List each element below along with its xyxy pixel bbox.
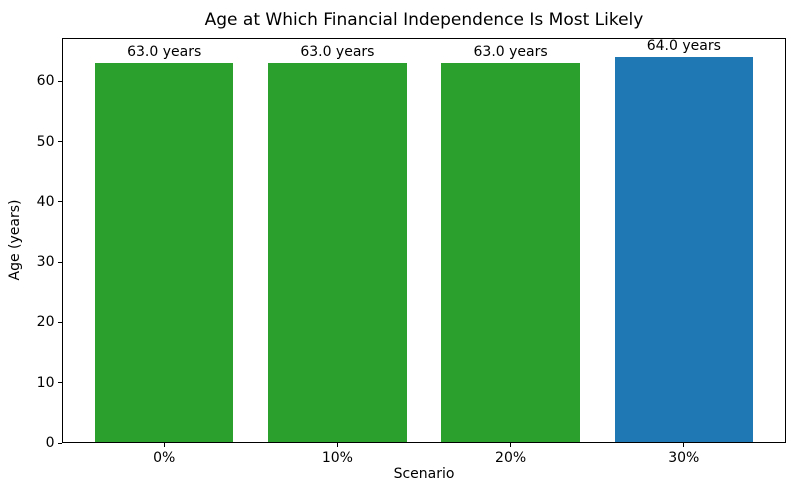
y-tick-mark [58, 201, 62, 203]
x-tick-label: 10% [321, 450, 353, 466]
x-tick-mark [683, 443, 685, 447]
chart-title: Age at Which Financial Independence Is M… [204, 10, 644, 30]
y-tick-mark [58, 442, 62, 444]
y-tick-mark [58, 261, 62, 263]
bar-value-label: 63.0 years [473, 44, 548, 61]
x-tick-label: 0% [153, 450, 176, 466]
y-tick-label: 30 [36, 254, 55, 271]
y-tick-mark [58, 80, 62, 82]
y-tick-label: 60 [36, 73, 55, 90]
bar-0% [94, 63, 234, 442]
x-axis-label: Scenario [393, 466, 455, 482]
bar-20% [441, 63, 580, 442]
bar-value-label: 63.0 years [300, 44, 375, 61]
bar-value-label: 64.0 years [646, 38, 721, 55]
bar-30% [614, 57, 754, 442]
y-tick-mark [58, 321, 62, 323]
x-tick-mark [163, 443, 165, 447]
bar-10% [268, 63, 407, 442]
y-axis-label: Age (years) [7, 199, 23, 281]
x-tick-mark [510, 443, 512, 447]
y-tick-label: 20 [36, 314, 55, 331]
x-tick-label: 20% [495, 450, 527, 466]
bar-value-label: 63.0 years [127, 44, 202, 61]
x-tick-mark [336, 443, 338, 447]
x-tick-label: 30% [668, 450, 700, 466]
y-tick-mark [58, 141, 62, 143]
y-tick-label: 10 [36, 374, 55, 391]
y-tick-label: 40 [36, 193, 55, 210]
y-tick-mark [58, 382, 62, 384]
y-tick-label: 50 [36, 133, 55, 150]
y-tick-label: 0 [45, 435, 55, 451]
